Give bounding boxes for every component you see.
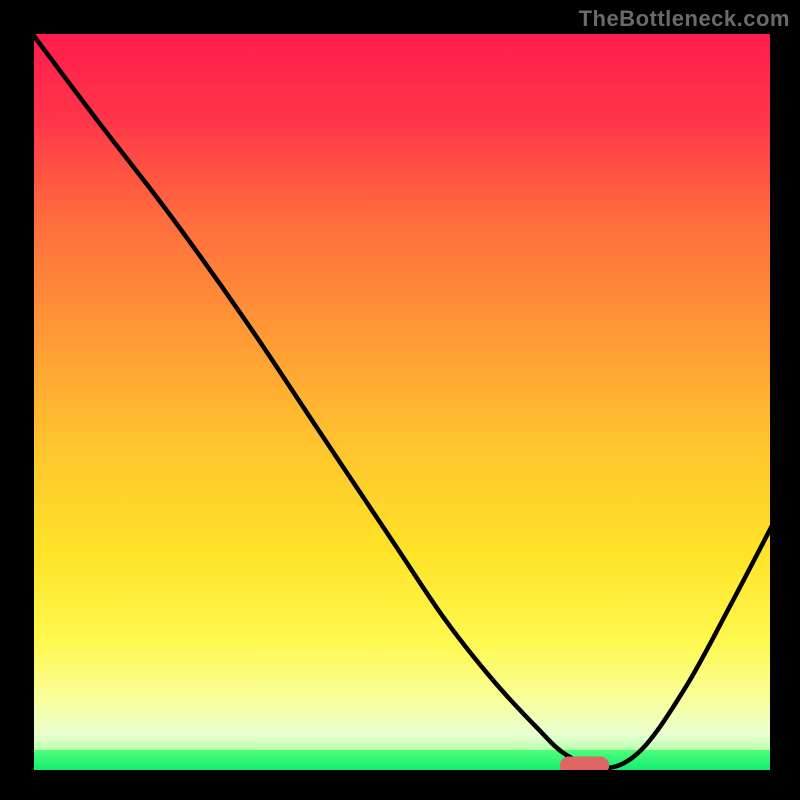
gradient-background: [28, 28, 776, 776]
watermark-text: TheBottleneck.com: [579, 6, 790, 32]
bottleneck-chart: [28, 28, 776, 776]
